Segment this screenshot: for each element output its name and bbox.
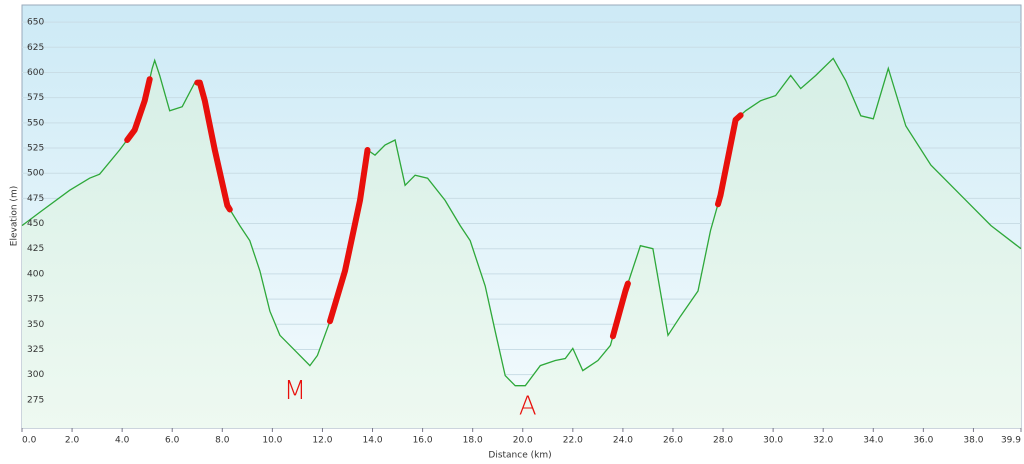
y-tick-label: 500 (27, 169, 44, 179)
y-tick-label: 650 (27, 18, 44, 28)
x-tick-label: 0.0 (22, 436, 37, 446)
x-tick-label: 24.0 (613, 436, 633, 446)
y-tick-label: 300 (27, 370, 44, 380)
y-tick-label: 550 (27, 118, 44, 128)
x-axis-title: Distance (km) (488, 451, 551, 461)
y-tick-label: 475 (27, 194, 44, 204)
highlight-stroke (715, 112, 744, 208)
highlight-stroke (124, 76, 153, 143)
annotation: A (519, 391, 537, 421)
x-tick-label: 18.0 (463, 436, 483, 446)
x-tick-label: 10.0 (262, 436, 282, 446)
y-tick-label: 400 (27, 269, 44, 279)
x-tick-label: 30.0 (763, 436, 783, 446)
y-tick-label: 375 (27, 295, 44, 305)
x-tick-label: 32.0 (813, 436, 833, 446)
y-tick-label: 450 (27, 219, 44, 229)
highlight-stroke (609, 280, 631, 340)
x-tick-label: 12.0 (312, 436, 332, 446)
y-tick-label: 575 (27, 93, 44, 103)
annotation: M (284, 376, 306, 406)
x-tick-label: 34.0 (863, 436, 883, 446)
y-tick-label: 600 (27, 68, 44, 78)
x-tick-label: 20.0 (513, 436, 533, 446)
y-axis-title: Elevation (m) (10, 186, 20, 246)
y-tick-label: 350 (27, 320, 44, 330)
x-tick-label: 16.0 (413, 436, 433, 446)
elevation-line (21, 57, 1022, 387)
y-tick-label: 275 (27, 395, 44, 405)
x-tick-label: 4.0 (115, 436, 130, 446)
y-tick-label: 325 (27, 345, 44, 355)
y-tick-label: 525 (27, 144, 44, 154)
x-tick-label: 22.0 (563, 436, 583, 446)
elevation-area (22, 58, 1021, 429)
x-tick-label: 28.0 (713, 436, 733, 446)
x-tick-label: 6.0 (165, 436, 180, 446)
x-tick-label: 26.0 (663, 436, 683, 446)
x-tick-label: 38.0 (963, 436, 983, 446)
x-tick-label: 8.0 (215, 436, 230, 446)
highlight-stroke (194, 79, 233, 213)
y-tick-label: 625 (27, 43, 44, 53)
x-tick-label: 14.0 (363, 436, 383, 446)
x-tick-label: 36.0 (913, 436, 933, 446)
x-tick-label: 2.0 (65, 436, 80, 446)
y-tick-label: 425 (27, 244, 44, 254)
x-tick-label: 39.9 (1001, 436, 1021, 446)
highlight-stroke (327, 147, 371, 325)
